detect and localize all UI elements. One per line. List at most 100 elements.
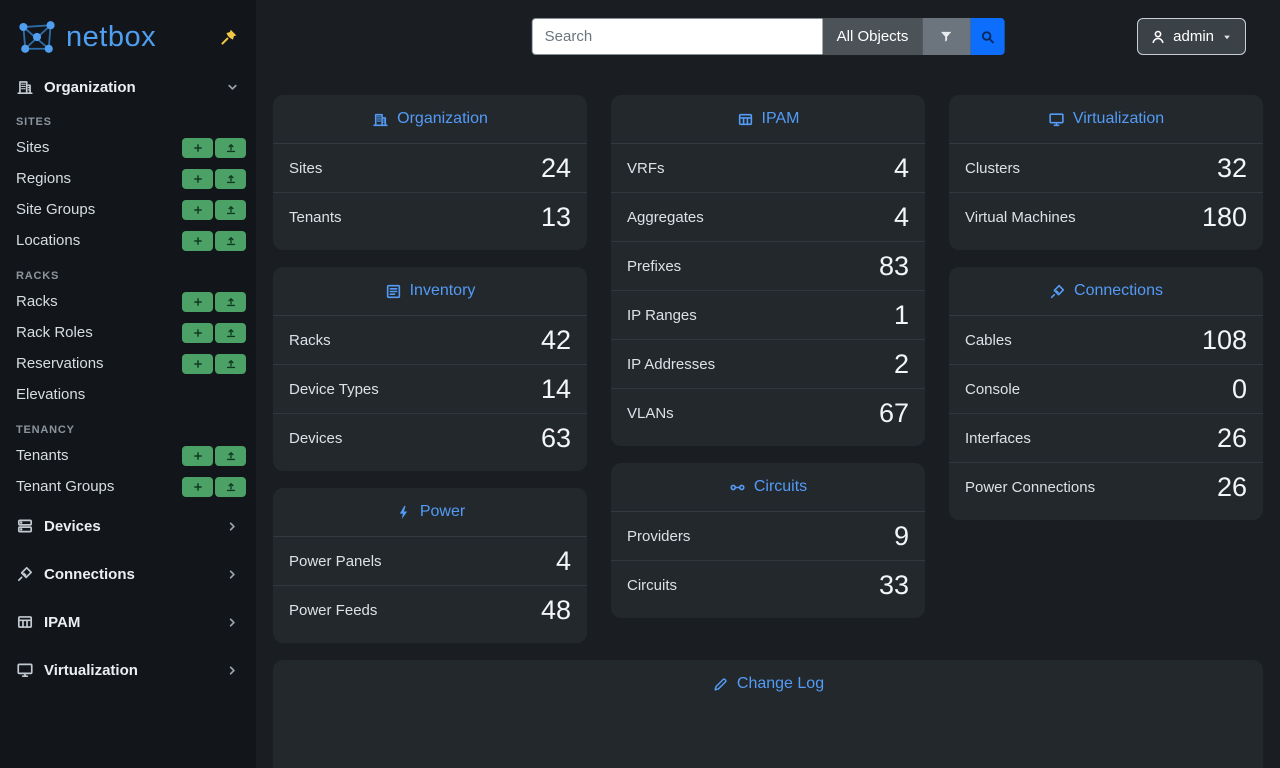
stat-label[interactable]: Circuits xyxy=(627,577,678,594)
card-title: Inventory xyxy=(409,282,476,299)
stat-label[interactable]: VLANs xyxy=(627,405,674,422)
add-button[interactable] xyxy=(182,291,213,312)
sidebar-item-connections[interactable]: Connections xyxy=(0,550,256,598)
stat-label[interactable]: Console xyxy=(965,380,1021,398)
connections-icon xyxy=(1050,284,1065,298)
sidebar-link-label[interactable]: Elevations xyxy=(16,386,86,403)
card-title: Organization xyxy=(397,110,488,127)
sidebar-item-label: IPAM xyxy=(44,613,81,631)
stat-label[interactable]: Virtual Machines xyxy=(965,209,1076,226)
add-button[interactable] xyxy=(182,230,213,251)
stat-label[interactable]: IP Addresses xyxy=(627,355,716,373)
stat-value[interactable]: 14 xyxy=(540,373,571,404)
stat-value[interactable]: 180 xyxy=(1201,202,1247,232)
stat-value[interactable]: 13 xyxy=(540,202,571,232)
stat-label[interactable]: Prefixes xyxy=(627,257,682,275)
sidebar-item-organization[interactable]: Organization xyxy=(0,70,256,102)
ipam-icon xyxy=(738,113,752,125)
stat-label[interactable]: Racks xyxy=(289,331,331,349)
quick-actions xyxy=(182,353,246,374)
stat-value[interactable]: 26 xyxy=(1216,472,1247,502)
add-button[interactable] xyxy=(182,199,213,220)
magnifier-icon xyxy=(981,30,994,43)
stat-label[interactable]: Power Connections xyxy=(965,479,1096,496)
search-submit-button[interactable] xyxy=(970,18,1005,55)
stat-value[interactable]: 48 xyxy=(540,595,571,625)
funnel-icon xyxy=(941,31,952,42)
pin-sidebar-button[interactable] xyxy=(218,26,240,48)
stat-value[interactable]: 63 xyxy=(540,423,571,453)
import-button[interactable] xyxy=(215,199,246,220)
stat-value[interactable]: 4 xyxy=(555,545,571,576)
import-button[interactable] xyxy=(215,445,246,466)
sidebar-link-label[interactable]: Sites xyxy=(16,139,50,156)
sidebar-item-virtualization[interactable]: Virtualization xyxy=(0,646,256,694)
quick-actions xyxy=(182,322,246,343)
stat-value[interactable]: 9 xyxy=(893,520,909,551)
sidebar-link-locations: Locations xyxy=(0,225,256,256)
sidebar-item-devices[interactable]: Devices xyxy=(0,502,256,550)
stat-value[interactable]: 32 xyxy=(1216,152,1247,183)
stat-label[interactable]: VRFs xyxy=(627,159,665,177)
sidebar-link-label[interactable]: Racks xyxy=(16,293,58,310)
stat-label[interactable]: Providers xyxy=(627,527,691,545)
sidebar-link-label[interactable]: Locations xyxy=(16,232,81,249)
stat-label[interactable]: Sites xyxy=(289,159,323,177)
stat-row-cables: Cables 108 xyxy=(949,316,1263,365)
add-button[interactable] xyxy=(182,322,213,343)
stat-value[interactable]: 67 xyxy=(878,398,909,428)
sidebar-link-label[interactable]: Tenants xyxy=(16,447,69,464)
pin-icon xyxy=(221,29,237,45)
import-button[interactable] xyxy=(215,137,246,158)
search-scope-button[interactable]: All Objects xyxy=(822,18,923,55)
stat-value[interactable]: 42 xyxy=(540,324,571,355)
import-button[interactable] xyxy=(215,230,246,251)
stat-label[interactable]: Interfaces xyxy=(965,429,1031,447)
import-button[interactable] xyxy=(215,322,246,343)
sidebar-link-label[interactable]: Tenant Groups xyxy=(16,478,115,495)
stat-label[interactable]: Clusters xyxy=(965,159,1021,177)
plus-icon xyxy=(193,174,202,183)
stat-label[interactable]: Power Panels xyxy=(289,552,382,570)
import-button[interactable] xyxy=(215,291,246,312)
stat-label[interactable]: Devices xyxy=(289,430,343,447)
add-button[interactable] xyxy=(182,168,213,189)
sidebar-link-label[interactable]: Site Groups xyxy=(16,201,96,218)
sidebar-link-label[interactable]: Regions xyxy=(16,170,72,187)
card-title: Connections xyxy=(1074,282,1163,299)
stat-value[interactable]: 4 xyxy=(893,201,909,232)
sidebar-link-label[interactable]: Reservations xyxy=(16,355,104,372)
stat-value[interactable]: 108 xyxy=(1201,324,1247,355)
add-button[interactable] xyxy=(182,137,213,158)
stat-label[interactable]: IP Ranges xyxy=(627,306,697,324)
user-menu-button[interactable]: admin xyxy=(1137,18,1246,55)
stat-label[interactable]: Device Types xyxy=(289,380,379,398)
stat-value[interactable]: 1 xyxy=(893,299,909,330)
stat-value[interactable]: 26 xyxy=(1216,422,1247,453)
stat-value[interactable]: 0 xyxy=(1231,373,1247,404)
add-button[interactable] xyxy=(182,353,213,374)
stat-value[interactable]: 33 xyxy=(878,570,909,600)
add-button[interactable] xyxy=(182,445,213,466)
sidebar-link-label[interactable]: Rack Roles xyxy=(16,324,93,341)
stat-value[interactable]: 2 xyxy=(893,348,909,379)
chevron-right-icon xyxy=(229,569,235,579)
chevron-right-icon xyxy=(229,617,235,627)
stat-value[interactable]: 4 xyxy=(893,152,909,183)
stat-value[interactable]: 24 xyxy=(540,152,571,183)
stat-row-virtual-machines: Virtual Machines 180 xyxy=(949,193,1263,242)
netbox-logo[interactable]: netbox xyxy=(16,18,156,56)
stat-label[interactable]: Aggregates xyxy=(627,208,704,226)
import-button[interactable] xyxy=(215,476,246,497)
stat-label[interactable]: Cables xyxy=(965,331,1012,349)
search-input[interactable] xyxy=(531,18,823,55)
sidebar-item-ipam[interactable]: IPAM xyxy=(0,598,256,646)
filter-button[interactable] xyxy=(922,18,971,55)
card-header: Circuits xyxy=(611,463,925,512)
stat-value[interactable]: 83 xyxy=(878,250,909,281)
stat-label[interactable]: Power Feeds xyxy=(289,602,378,619)
import-button[interactable] xyxy=(215,168,246,189)
add-button[interactable] xyxy=(182,476,213,497)
import-button[interactable] xyxy=(215,353,246,374)
stat-label[interactable]: Tenants xyxy=(289,209,342,226)
